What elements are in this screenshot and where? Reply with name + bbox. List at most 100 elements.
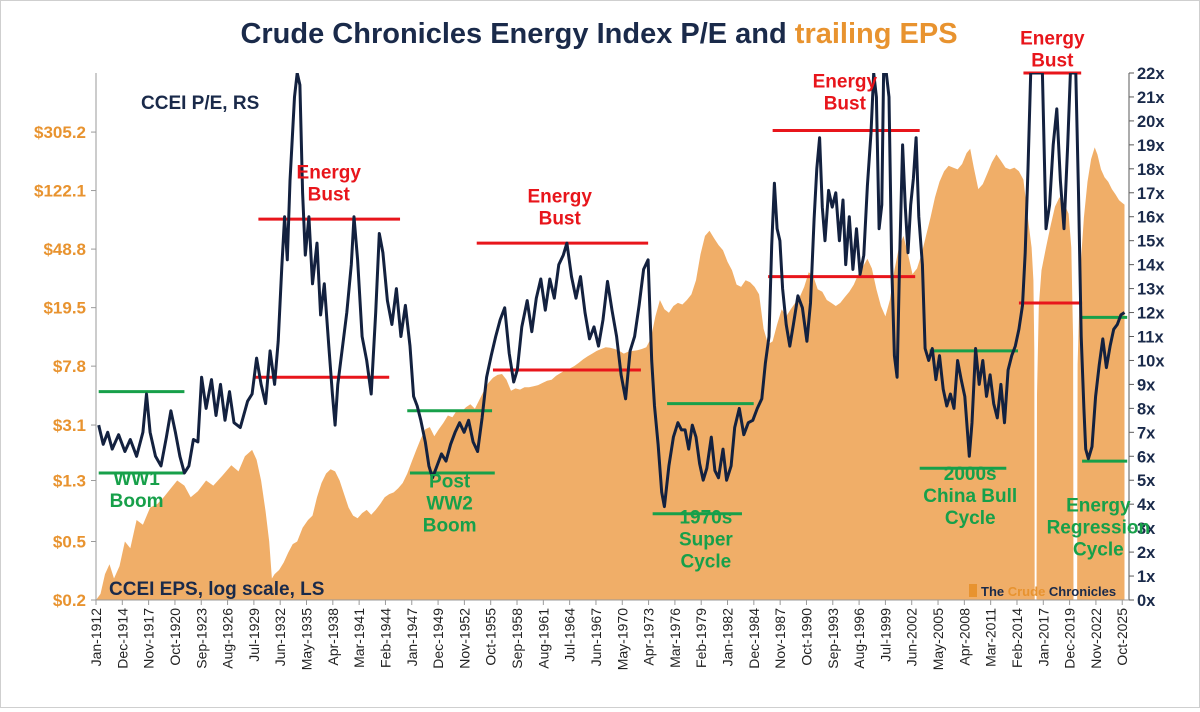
x-tick-label: Jun-2002: [904, 608, 920, 667]
right-tick-label: 22x: [1137, 65, 1165, 83]
x-tick-label: Mar-2011: [983, 608, 999, 667]
title-part-2: trailing EPS: [795, 18, 958, 50]
x-tick-label: Dec-1949: [430, 608, 446, 669]
annotation-text: Bust: [1031, 50, 1074, 71]
right-tick-label: 0x: [1137, 592, 1156, 610]
left-tick-label: $0.5: [53, 533, 86, 552]
x-tick-label: Mar-1976: [667, 608, 683, 668]
right-tick-label: 15x: [1137, 233, 1165, 251]
x-tick-label: Dec-1984: [746, 608, 762, 669]
right-tick-label: 17x: [1137, 185, 1165, 203]
annotation-text: Energy: [1020, 28, 1085, 49]
x-tick-label: Feb-1944: [377, 608, 393, 668]
right-axis: 0x 1x 2x 3x 4x 5x 6x 7x 8x 9x 10x 11x 12x 13x 14x 15x 16…: [1128, 65, 1165, 610]
chart-title: Crude Chronicles Energy Index P/E and tr…: [240, 18, 957, 50]
right-tick-label: 18x: [1137, 161, 1165, 179]
x-tick-label: Apr-1973: [641, 608, 657, 666]
annotation-text: 1970s: [679, 507, 732, 528]
right-tick-label: 11x: [1137, 329, 1164, 347]
brand-the: The: [981, 584, 1008, 599]
annotation-text: WW1: [113, 469, 160, 490]
x-tick-label: Nov-1952: [456, 608, 472, 669]
right-tick-label: 13x: [1137, 281, 1165, 299]
x-tick-label: Jul-1999: [877, 608, 893, 662]
eps-area: [96, 147, 1125, 600]
right-tick-label: 4x: [1137, 496, 1156, 514]
series-labels-layer: CCEI P/E, RS CCEI EPS, log scale, LS: [109, 93, 324, 600]
annotation-text: Bust: [824, 93, 867, 114]
x-tick-label: Jan-1947: [404, 608, 420, 667]
right-tick-label: 7x: [1137, 424, 1156, 442]
x-tick-label: Apr-1938: [325, 608, 341, 666]
pe-line-layer: [97, 73, 1126, 509]
x-tick-label: Apr-2008: [956, 608, 972, 666]
x-tick-label: Sep-1923: [193, 608, 209, 669]
annotation-text: Energy: [1066, 495, 1131, 516]
annotation-text: Post: [429, 471, 471, 492]
left-tick-label: $3.1: [53, 416, 86, 435]
annotation-text: WW2: [426, 493, 472, 514]
left-tick-label: $19.5: [43, 299, 86, 318]
annotation-text: Boom: [110, 491, 164, 512]
right-tick-label: 16x: [1137, 209, 1165, 227]
x-tick-label: Sep-1993: [825, 608, 841, 669]
x-tick-label: Oct-1990: [798, 608, 814, 666]
right-tick-label: 2x: [1137, 544, 1156, 562]
x-tick-label: May-2005: [930, 608, 946, 670]
right-tick-label: 14x: [1137, 257, 1165, 275]
x-tick-label: May-1935: [299, 608, 315, 670]
annotation-text: Bust: [308, 184, 351, 205]
annotation-text: Energy: [813, 71, 878, 92]
right-tick-label: 3x: [1137, 520, 1156, 538]
right-tick-label: 6x: [1137, 448, 1156, 466]
x-tick-label: Aug-1926: [220, 608, 236, 669]
x-tick-label: Oct-2025: [1114, 608, 1130, 666]
annotation-text: Cycle: [945, 508, 996, 529]
eps-area-layer: [96, 147, 1125, 600]
left-axis: $0.2 $0.5 $1.3 $3.1 $7.8 $19.5 $48.8 $122.1 $305…: [34, 73, 97, 610]
left-tick-label: $7.8: [53, 357, 86, 376]
annotation-text: Boom: [423, 515, 477, 536]
x-tick-label: Jul-1929: [246, 608, 262, 662]
x-tick-label: Nov-1917: [141, 608, 157, 669]
right-tick-label: 9x: [1137, 376, 1156, 394]
x-tick-label: Sep-1958: [509, 608, 525, 669]
x-tick-label: May-1970: [614, 608, 630, 670]
left-tick-label: $0.2: [53, 591, 86, 610]
x-tick-label: Nov-1987: [772, 608, 788, 669]
right-tick-label: 20x: [1137, 113, 1165, 131]
annotation-text: Energy: [528, 186, 593, 207]
brand-chronicles: Chronicles: [1049, 584, 1116, 599]
annotation-text: Bust: [539, 208, 582, 229]
title-part-1: Crude Chronicles Energy Index P/E and: [240, 18, 794, 50]
x-tick-label: Aug-1996: [851, 608, 867, 669]
svg-text:The Crude Chroni: The Crude Chronicles: [981, 584, 1116, 599]
annotation-text: Cycle: [681, 551, 732, 572]
left-tick-label: $122.1: [34, 182, 86, 201]
x-tick-label: Dec-2019: [1062, 608, 1078, 669]
x-tick-label: Feb-2014: [1009, 608, 1025, 668]
right-tick-label: 5x: [1137, 472, 1156, 490]
right-tick-label: 8x: [1137, 400, 1156, 418]
svg-text:Crude Chronicles Energy Index: Crude Chronicles Energy Index P/E and tr…: [240, 18, 957, 50]
x-tick-label: Mar-1941: [351, 608, 367, 668]
x-tick-label: Aug-1961: [535, 608, 551, 669]
x-tick-label: Dec-1914: [114, 608, 130, 669]
right-tick-label: 10x: [1137, 352, 1165, 370]
x-axis: Jan-1912 Dec-1914 Nov-1917 Oct-1920 Sep-1923…: [88, 599, 1130, 670]
x-tick-label: Oct-1920: [167, 608, 183, 666]
x-tick-label: Nov-2022: [1088, 608, 1104, 669]
x-tick-label: Jul-1964: [562, 608, 578, 662]
brand-logo: The Crude Chronicles: [969, 584, 1116, 599]
right-tick-label: 1x: [1137, 568, 1156, 586]
